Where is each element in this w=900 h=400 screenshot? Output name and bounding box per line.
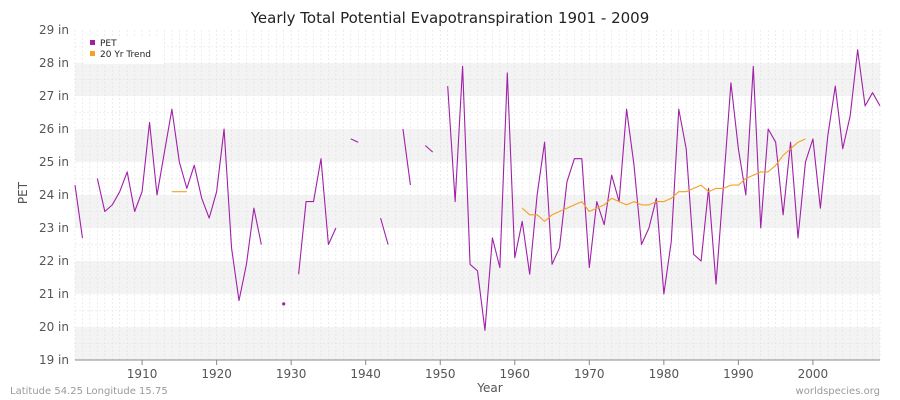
legend-swatch-pet <box>90 40 95 45</box>
y-tick-label: 21 in <box>39 287 69 301</box>
y-axis-label: PET <box>16 181 30 204</box>
x-tick-label: 2000 <box>798 367 829 381</box>
x-tick-label: 1910 <box>127 367 158 381</box>
x-tick-label: 1980 <box>649 367 680 381</box>
y-tick-label: 29 in <box>39 23 69 37</box>
x-tick-label: 1940 <box>350 367 381 381</box>
legend: PET 20 Yr Trend <box>84 36 164 64</box>
series-line-pet <box>380 217 389 245</box>
x-tick-label: 1920 <box>201 367 232 381</box>
series-point-pet <box>282 302 286 306</box>
legend-swatch-trend <box>90 51 95 56</box>
y-tick-label: 27 in <box>39 89 69 103</box>
y-tick-label: 19 in <box>39 353 69 367</box>
series-line-trend <box>521 138 806 222</box>
legend-box <box>84 36 164 64</box>
y-tick-label: 23 in <box>39 221 69 235</box>
series-line-pet <box>402 128 411 186</box>
series-line-pet <box>96 108 262 302</box>
y-tick-label: 26 in <box>39 122 69 136</box>
x-tick-label: 1930 <box>276 367 307 381</box>
series-line-pet <box>424 145 434 153</box>
x-tick-label: 1960 <box>499 367 530 381</box>
series-line-pet <box>447 49 881 331</box>
footer-source: worldspecies.org <box>796 386 880 397</box>
y-tick-label: 20 in <box>39 320 69 334</box>
x-tick-label: 1990 <box>723 367 754 381</box>
x-tick-label: 1950 <box>425 367 456 381</box>
y-tick-label: 24 in <box>39 188 69 202</box>
legend-label-pet: PET <box>100 39 117 49</box>
series-line-pet <box>350 138 359 143</box>
y-tick-label: 22 in <box>39 254 69 268</box>
series-line-pet <box>74 185 83 238</box>
y-tick-label: 28 in <box>39 56 69 70</box>
footer-location: Latitude 54.25 Longitude 15.75 <box>10 386 168 397</box>
x-axis-label: Year <box>476 381 502 395</box>
chart-title: Yearly Total Potential Evapotranspiratio… <box>250 9 650 27</box>
y-tick-label: 25 in <box>39 155 69 169</box>
series-line-pet <box>298 158 337 275</box>
axes: 19 in 20 in 21 in 22 in 23 in 24 in 25 in 26 in… <box>39 23 880 381</box>
series-layer <box>74 49 881 331</box>
legend-label-trend: 20 Yr Trend <box>100 50 151 60</box>
x-tick-label: 1970 <box>574 367 605 381</box>
